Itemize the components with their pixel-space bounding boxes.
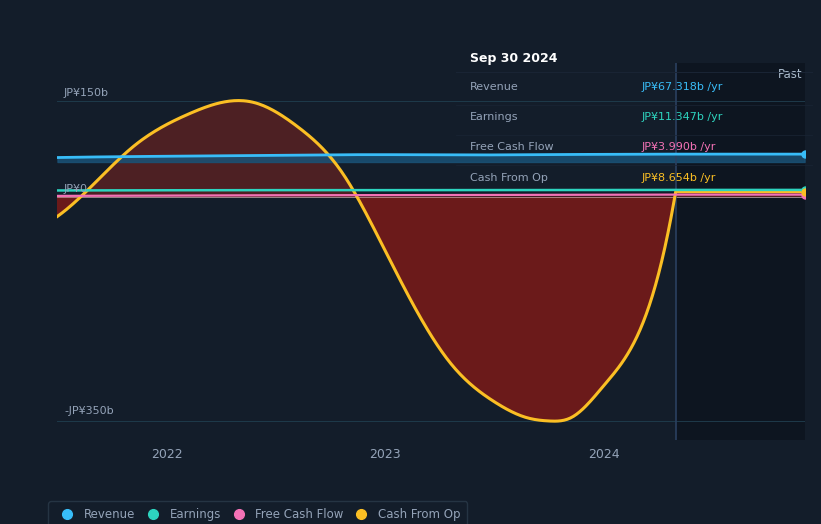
- Text: JP¥0: JP¥0: [64, 184, 88, 194]
- Text: Sep 30 2024: Sep 30 2024: [470, 52, 557, 65]
- Text: Cash From Op: Cash From Op: [470, 172, 548, 182]
- Bar: [676, 63, 805, 440]
- Text: Free Cash Flow: Free Cash Flow: [470, 143, 553, 152]
- Text: Earnings: Earnings: [470, 112, 518, 122]
- Text: JP¥11.347b /yr: JP¥11.347b /yr: [641, 112, 722, 122]
- Text: -JP¥350b: -JP¥350b: [64, 406, 113, 416]
- Text: Revenue: Revenue: [470, 82, 519, 92]
- Text: JP¥150b: JP¥150b: [64, 88, 109, 98]
- Text: JP¥3.990b /yr: JP¥3.990b /yr: [641, 143, 716, 152]
- Legend: Revenue, Earnings, Free Cash Flow, Cash From Op: Revenue, Earnings, Free Cash Flow, Cash …: [48, 501, 467, 524]
- Text: Past: Past: [777, 68, 802, 81]
- Text: JP¥67.318b /yr: JP¥67.318b /yr: [641, 82, 722, 92]
- Text: JP¥8.654b /yr: JP¥8.654b /yr: [641, 172, 716, 182]
